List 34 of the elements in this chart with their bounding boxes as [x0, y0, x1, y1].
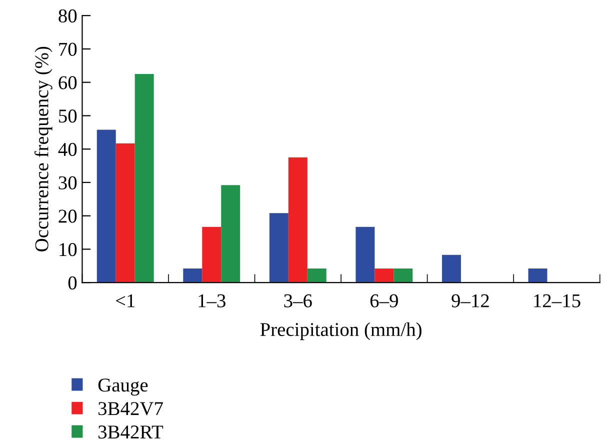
x-axis-title: Precipitation (mm/h) — [260, 322, 422, 340]
bar — [394, 268, 413, 283]
y-tick-label: 10 — [60, 243, 77, 256]
y-axis-title: Occurrence frequency (%) — [34, 46, 52, 252]
y-tick-label: 20 — [58, 210, 77, 223]
y-tick-label: 80 — [58, 9, 77, 23]
bar — [442, 254, 461, 283]
bar — [134, 74, 154, 283]
bar — [96, 130, 116, 283]
bar — [528, 268, 548, 283]
x-tick-label: 3–6 — [284, 294, 312, 308]
legend-label: Gauge — [98, 378, 148, 396]
x-tick-label: 1–3 — [198, 294, 226, 308]
bar — [307, 268, 326, 283]
x-tick-label: 6–9 — [370, 294, 398, 308]
y-tick-label: 40 — [58, 142, 77, 156]
bar — [183, 268, 202, 283]
legend-label: 3B42V7 — [98, 402, 163, 416]
x-tick-label: 9–12 — [452, 294, 489, 308]
bar — [288, 157, 308, 283]
bar — [221, 185, 240, 283]
y-tick-label: 50 — [59, 110, 77, 123]
x-tick-label: 12–15 — [534, 294, 580, 308]
bar — [202, 226, 222, 283]
bar — [356, 226, 375, 283]
y-tick-label: 60 — [58, 76, 77, 90]
y-tick-label: 30 — [58, 176, 77, 190]
y-tick-label: 70 — [59, 42, 77, 56]
bar — [116, 143, 135, 283]
bar — [269, 213, 288, 283]
y-tick-label: 0 — [68, 276, 77, 290]
x-tick-label: <1 — [116, 294, 135, 308]
legend-label: 3B42RT — [98, 426, 164, 439]
bar — [374, 268, 394, 283]
